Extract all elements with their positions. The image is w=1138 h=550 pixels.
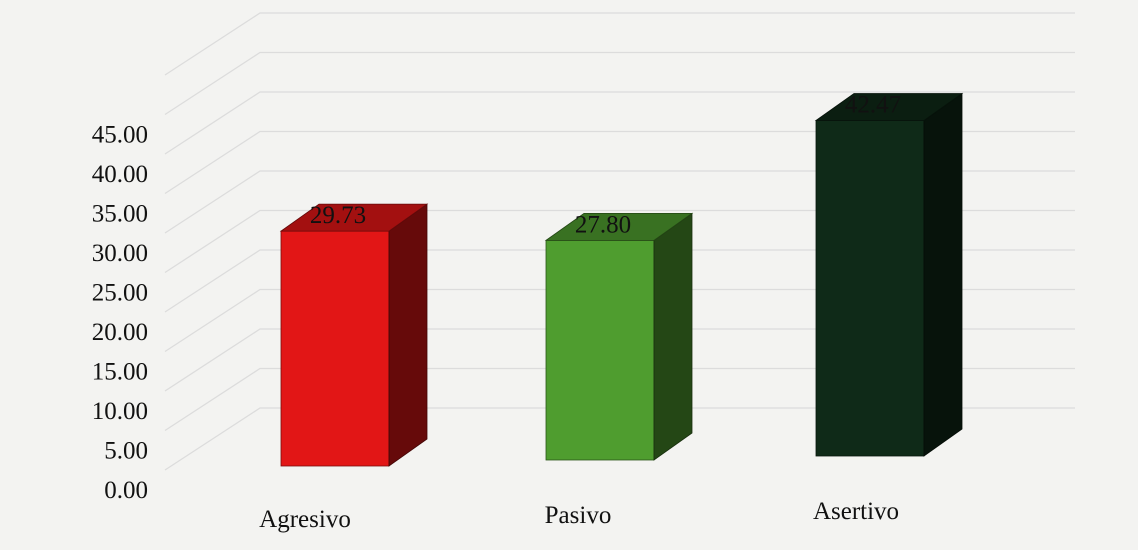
gridlines <box>164 12 1075 471</box>
y-tick-label: 15.00 <box>92 359 148 386</box>
y-tick-label: 10.00 <box>92 398 148 425</box>
bar-agresivo <box>279 203 429 467</box>
y-tick-label: 5.00 <box>104 438 148 465</box>
gridline <box>164 288 1075 353</box>
bar-asertivo <box>814 92 964 457</box>
y-tick-label: 20.00 <box>92 319 148 346</box>
y-tick-label: 25.00 <box>92 280 148 307</box>
y-tick-label: 45.00 <box>92 122 148 149</box>
bar-front-face <box>545 239 655 461</box>
data-label: 42.47 <box>845 91 901 118</box>
bar-side-face <box>388 203 428 467</box>
y-tick-label: 0.00 <box>104 477 148 504</box>
y-tick-label: 35.00 <box>92 201 148 228</box>
gridline <box>164 367 1075 432</box>
y-axis-tick-labels: 0.00 5.00 10.00 15.00 20.00 25.00 30.00 35.00 40… <box>92 122 148 505</box>
gridline <box>164 51 1075 116</box>
bar-side-face <box>653 212 693 461</box>
bar-front-face <box>280 230 390 467</box>
gridline <box>164 407 1075 471</box>
data-label: 29.73 <box>310 202 366 229</box>
bars: 29.73 Agresivo 27.80 Pasivo 42.47 Asertivo <box>259 91 964 533</box>
bar-front-face <box>815 120 925 457</box>
gridline <box>164 249 1075 313</box>
data-label: 27.80 <box>575 211 631 238</box>
gridline <box>164 170 1075 234</box>
x-category-label: Pasivo <box>545 502 612 529</box>
x-category-label: Asertivo <box>813 498 899 525</box>
gridline <box>164 130 1075 195</box>
bar-top-face <box>279 203 429 232</box>
gridline <box>164 91 1075 155</box>
bar-pasivo <box>544 212 694 461</box>
gridline <box>164 12 1075 76</box>
y-tick-label: 30.00 <box>92 240 148 267</box>
y-tick-label: 40.00 <box>92 161 148 188</box>
bar-top-face <box>814 93 964 121</box>
gridline <box>164 328 1075 392</box>
gridline <box>164 209 1075 274</box>
x-category-label: Agresivo <box>259 506 351 533</box>
bar-side-face <box>923 92 963 457</box>
bar-top-face <box>544 212 694 241</box>
